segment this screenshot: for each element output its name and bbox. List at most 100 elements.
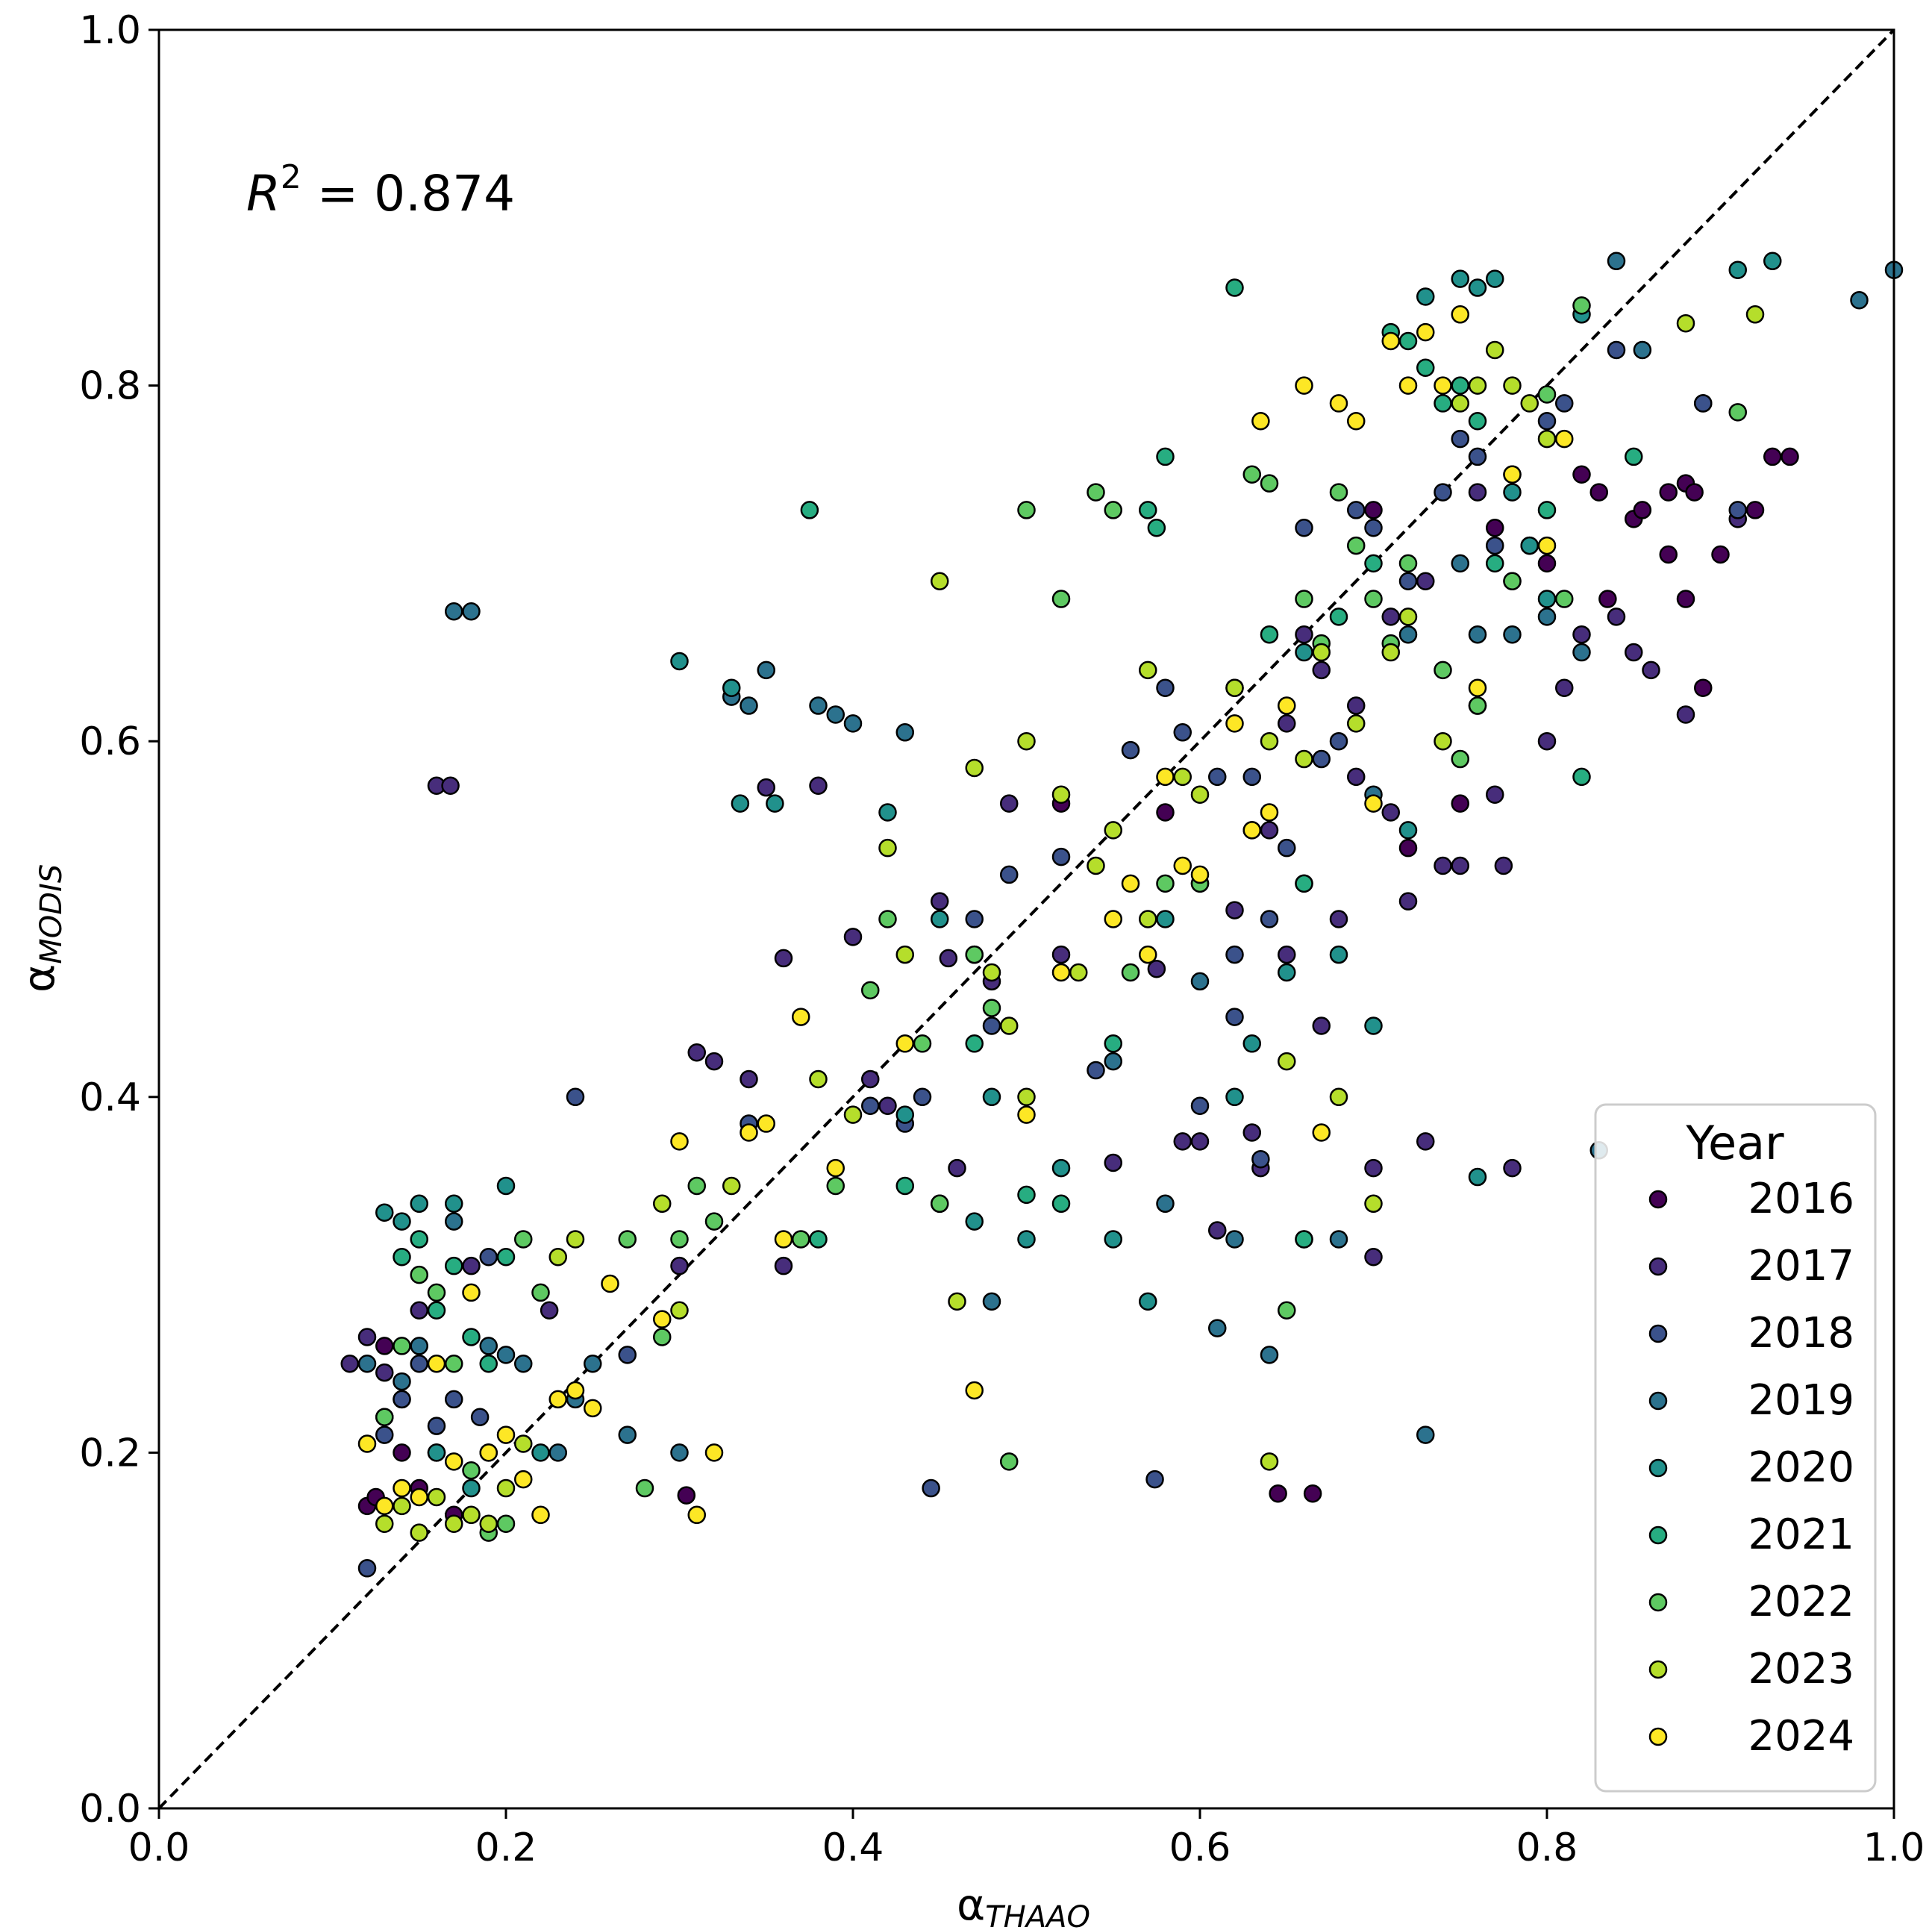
data-point-2017 [1398, 892, 1418, 911]
data-point-2018 [1555, 394, 1574, 413]
data-point-2023 [1537, 429, 1557, 449]
legend-marker-2022 [1648, 1593, 1668, 1612]
y-tick-label: 0.6 [79, 719, 141, 764]
data-point-2020 [982, 1087, 1001, 1107]
data-point-2022 [1434, 660, 1452, 680]
data-point-2022 [878, 910, 897, 928]
data-point-2022 [1104, 501, 1122, 519]
data-point-2018 [1156, 678, 1175, 697]
data-point-2021 [1260, 625, 1279, 644]
data-point-2017 [1434, 856, 1452, 875]
data-point-2017 [1295, 625, 1313, 644]
x-tick-label: 1.0 [1863, 1826, 1925, 1870]
data-point-2018 [1607, 340, 1626, 360]
data-point-2016 [1364, 501, 1383, 519]
legend-marker-2017 [1648, 1257, 1668, 1276]
data-point-2024 [687, 1505, 706, 1525]
data-point-2019 [1398, 625, 1418, 644]
data-point-2017 [1572, 625, 1591, 644]
data-point-2021 [427, 1301, 446, 1320]
data-point-2023 [1017, 1087, 1036, 1107]
legend-marker-2016 [1648, 1190, 1668, 1209]
x-tick-label: 0.2 [475, 1826, 537, 1870]
data-point-2023 [1017, 731, 1036, 751]
data-point-2024 [757, 1114, 775, 1133]
data-point-2020 [1468, 278, 1487, 297]
data-point-2017 [1225, 901, 1244, 919]
y-axis-label-main: α [13, 964, 64, 993]
data-point-2017 [1190, 1132, 1210, 1151]
data-point-2021 [1329, 608, 1348, 626]
data-point-2024 [1017, 1105, 1036, 1124]
data-point-2024 [531, 1505, 550, 1525]
data-point-2018 [470, 1408, 490, 1426]
data-point-2022 [1260, 474, 1279, 493]
data-point-2016 [1659, 483, 1678, 502]
data-point-2022 [1364, 590, 1383, 608]
data-point-2020 [670, 652, 689, 671]
data-point-2022 [861, 981, 880, 1000]
data-point-2019 [410, 1337, 428, 1355]
data-point-2017 [1555, 678, 1574, 697]
data-point-2023 [1745, 305, 1765, 324]
legend-items: 2016 2017 2018 2019 2020 2021 2022 2023 2024 [1648, 1175, 1854, 1761]
data-point-2017 [1347, 767, 1366, 787]
data-point-2017 [1494, 856, 1513, 875]
data-point-2022 [1156, 874, 1175, 893]
data-point-2023 [1398, 608, 1418, 626]
data-point-2020 [1329, 945, 1348, 964]
data-point-2024 [653, 1310, 672, 1328]
data-point-2017 [1607, 608, 1626, 626]
data-point-2024 [1537, 536, 1557, 555]
data-point-2021 [1364, 554, 1383, 573]
data-point-2024 [584, 1399, 602, 1418]
data-point-2019 [1850, 290, 1869, 310]
data-point-2024 [1329, 394, 1348, 413]
y-axis-label: αMODIS [13, 864, 69, 993]
data-point-2021 [393, 1248, 411, 1267]
data-point-2017 [340, 1355, 359, 1373]
data-point-2022 [531, 1283, 550, 1302]
data-point-2022 [1295, 590, 1313, 608]
data-point-2022 [375, 1408, 394, 1426]
data-point-2020 [1364, 1016, 1383, 1035]
data-point-2018 [410, 1355, 428, 1373]
data-point-2020 [1156, 910, 1175, 928]
data-point-2023 [1087, 856, 1105, 875]
data-point-2022 [1537, 385, 1557, 404]
data-point-2020 [878, 803, 897, 822]
data-point-2023 [410, 1523, 428, 1542]
data-point-2018 [357, 1559, 377, 1578]
legend-label-2024: 2024 [1748, 1712, 1854, 1761]
data-point-2022 [704, 1212, 724, 1231]
data-point-2016 [1537, 554, 1557, 573]
scatter-points [340, 252, 1904, 1578]
data-point-2023 [1190, 785, 1210, 804]
data-point-2024 [514, 1470, 533, 1489]
data-point-2024 [566, 1381, 585, 1400]
data-point-2024 [1156, 767, 1175, 787]
data-point-2023 [931, 572, 949, 590]
data-point-2021 [462, 1328, 481, 1346]
data-point-2017 [1676, 705, 1695, 724]
data-point-2017 [1503, 1158, 1522, 1178]
data-point-2016 [1598, 590, 1617, 608]
data-point-2017 [1260, 821, 1279, 840]
data-point-2018 [479, 1248, 498, 1267]
data-point-2019 [1208, 1319, 1227, 1337]
data-point-2018 [913, 1087, 932, 1107]
data-point-2023 [1260, 1452, 1279, 1471]
data-point-2018 [1260, 910, 1279, 928]
data-point-2019 [1572, 643, 1591, 662]
data-point-2024 [1225, 714, 1244, 733]
data-point-2022 [965, 945, 984, 964]
data-point-2024 [375, 1496, 394, 1516]
data-point-2017 [931, 892, 949, 911]
data-point-2024 [965, 1381, 984, 1400]
data-point-2022 [1329, 483, 1348, 502]
x-axis-label: αTHAAO [957, 1879, 1090, 1930]
data-point-2022 [427, 1283, 446, 1302]
data-point-2018 [1451, 429, 1469, 449]
data-point-2022 [1728, 403, 1747, 422]
data-point-2024 [792, 1008, 810, 1026]
